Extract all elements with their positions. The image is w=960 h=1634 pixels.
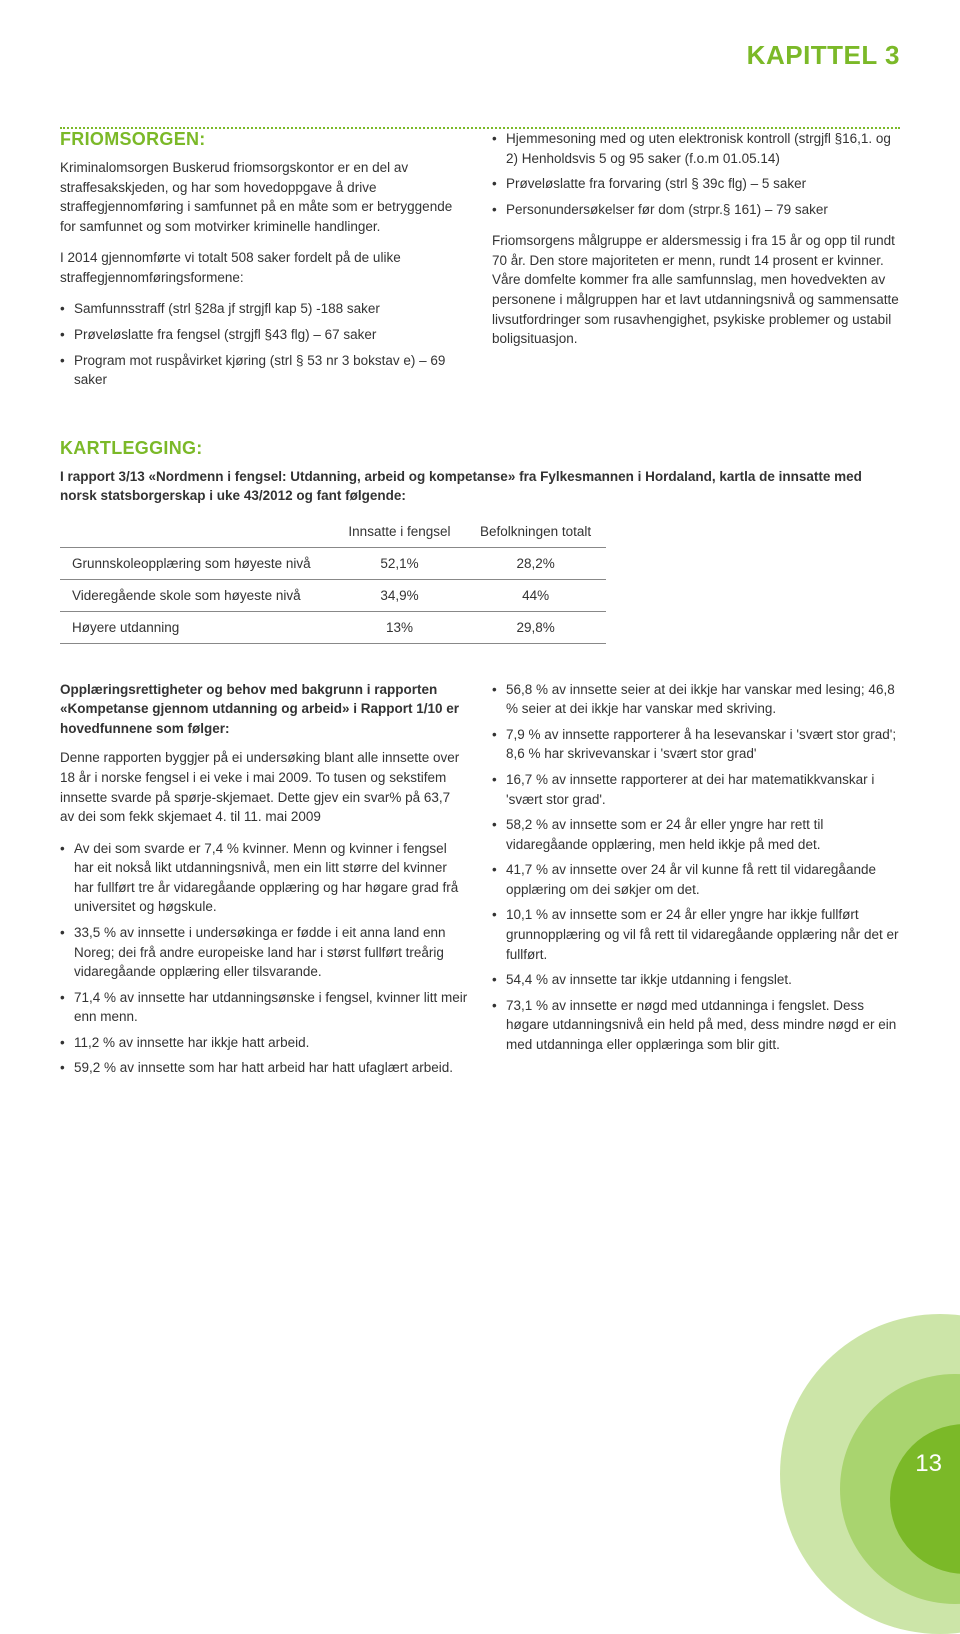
list-item: 59,2 % av innsette som har hatt arbeid h… [60,1058,468,1078]
list-item: 41,7 % av innsette over 24 år vil kunne … [492,860,900,899]
list-item: 16,7 % av innsette rapporterer at dei ha… [492,770,900,809]
list-item: Personundersøkelser før dom (strpr.§ 161… [492,200,900,220]
page-number-decoration: 13 [770,1324,960,1494]
list-item: 11,2 % av innsette har ikkje hatt arbeid… [60,1033,468,1053]
friomsorgen-intro: Kriminalomsorgen Buskerud friomsorgskont… [60,158,468,236]
friomsorgen-left-bullets: Samfunnsstraff (strl §28a jf strgjfl kap… [60,299,468,389]
list-item: 33,5 % av innsette i undersøkinga er fød… [60,923,468,982]
lower-left-bullets: Av dei som svarde er 7,4 % kvinner. Menn… [60,839,468,1078]
list-item: Program mot ruspåvirket kjøring (strl § … [60,351,468,390]
list-item: Prøveløslatte fra forvaring (strl § 39c … [492,174,900,194]
table-cell: Videregående skole som høyeste nivå [60,579,334,611]
lower-section: Opplæringsrettigheter og behov med bakgr… [60,680,900,1090]
table-cell: 34,9% [334,579,465,611]
table-row: Videregående skole som høyeste nivå 34,9… [60,579,606,611]
friomsorgen-heading: FRIOMSORGEN: [60,129,468,150]
friomsorgen-left-col: FRIOMSORGEN: Kriminalomsorgen Buskerud f… [60,129,468,402]
table-cell: Grunnskoleopplæring som høyeste nivå [60,547,334,579]
lower-left-intro: Opplæringsrettigheter og behov med bakgr… [60,680,468,739]
kartlegging-section: KARTLEGGING: I rapport 3/13 «Nordmenn i … [60,438,900,644]
table-cell: Høyere utdanning [60,611,334,643]
list-item: 71,4 % av innsette har utdanningsønske i… [60,988,468,1027]
table-cell: 13% [334,611,465,643]
table-row: Grunnskoleopplæring som høyeste nivå 52,… [60,547,606,579]
list-item: 54,4 % av innsette tar ikkje utdanning i… [492,970,900,990]
list-item: 10,1 % av innsette som er 24 år eller yn… [492,905,900,964]
chapter-header: KAPITTEL 3 [60,40,900,129]
table-header-cell [60,516,334,548]
lower-right-col: 56,8 % av innsette seier at dei ikkje ha… [492,680,900,1090]
kartlegging-table: Innsatte i fengsel Befolkningen totalt G… [60,516,606,644]
table-cell: 28,2% [465,547,606,579]
table-cell: 44% [465,579,606,611]
list-item: 56,8 % av innsette seier at dei ikkje ha… [492,680,900,719]
lower-right-bullets: 56,8 % av innsette seier at dei ikkje ha… [492,680,900,1055]
page: KAPITTEL 3 FRIOMSORGEN: Kriminalomsorgen… [0,0,960,1494]
friomsorgen-para2: I 2014 gjennomførte vi totalt 508 saker … [60,248,468,287]
lower-left-para: Denne rapporten byggjer på ei undersøkin… [60,748,468,826]
friomsorgen-right-bullets: Hjemmesoning med og uten elektronisk kon… [492,129,900,219]
list-item: 7,9 % av innsette rapporterer å ha lesev… [492,725,900,764]
table-row: Høyere utdanning 13% 29,8% [60,611,606,643]
list-item: Samfunnsstraff (strl §28a jf strgjfl kap… [60,299,468,319]
table-header-cell: Befolkningen totalt [465,516,606,548]
list-item: Av dei som svarde er 7,4 % kvinner. Menn… [60,839,468,917]
table-header-row: Innsatte i fengsel Befolkningen totalt [60,516,606,548]
chapter-title: KAPITTEL 3 [60,40,900,77]
lower-left-col: Opplæringsrettigheter og behov med bakgr… [60,680,468,1090]
friomsorgen-right-col: Hjemmesoning med og uten elektronisk kon… [492,129,900,402]
friomsorgen-section: FRIOMSORGEN: Kriminalomsorgen Buskerud f… [60,129,900,402]
list-item: 58,2 % av innsette som er 24 år eller yn… [492,815,900,854]
list-item: 73,1 % av innsette er nøgd med utdanning… [492,996,900,1055]
list-item: Prøveløslatte fra fengsel (strgjfl §43 f… [60,325,468,345]
table-cell: 29,8% [465,611,606,643]
table-cell: 52,1% [334,547,465,579]
list-item: Hjemmesoning med og uten elektronisk kon… [492,129,900,168]
kartlegging-intro: I rapport 3/13 «Nordmenn i fengsel: Utda… [60,467,900,506]
page-number: 13 [915,1450,942,1478]
friomsorgen-right-para: Friomsorgens målgruppe er aldersmessig i… [492,231,900,348]
table-header-cell: Innsatte i fengsel [334,516,465,548]
kartlegging-heading: KARTLEGGING: [60,438,900,459]
